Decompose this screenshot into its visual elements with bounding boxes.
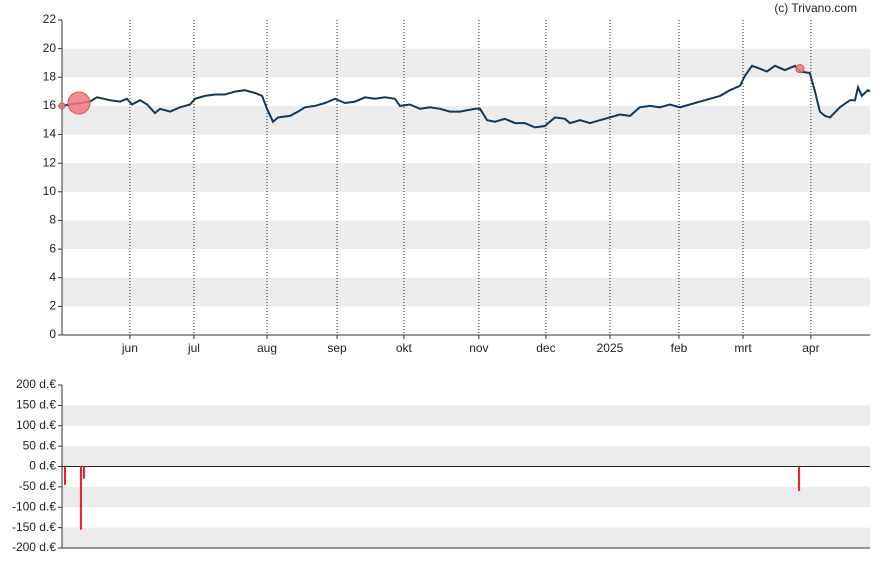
x-tick-label: jun [121, 341, 138, 355]
x-tick-label: okt [396, 341, 413, 355]
y-tick-label: 14 [43, 127, 57, 141]
trade-marker [795, 64, 805, 74]
y-tick-label: 8 [49, 213, 56, 227]
bar [798, 466, 801, 491]
bar [82, 466, 85, 479]
y-tick-label: 0 [49, 327, 56, 341]
bar [79, 466, 82, 530]
x-tick-label: mrt [734, 341, 752, 355]
grid-band [62, 277, 870, 307]
x-tick-label: apr [802, 341, 819, 355]
grid-band [62, 446, 870, 467]
trade-marker [67, 91, 91, 115]
y-tick-label: -50 d.€ [19, 479, 57, 493]
trade-marker [58, 102, 66, 110]
x-tick-label: nov [469, 341, 488, 355]
y-tick-label: 12 [43, 155, 57, 169]
price-line [61, 64, 871, 129]
x-tick-label: feb [671, 341, 688, 355]
y-tick-label: 150 d.€ [16, 398, 56, 412]
grid-band [62, 486, 870, 508]
y-tick-label: -150 d.€ [12, 520, 56, 534]
y-tick-label: 2 [49, 299, 56, 313]
bar [64, 466, 67, 485]
y-tick-label: 4 [49, 270, 56, 284]
y-tick-label: -100 d.€ [12, 499, 56, 513]
grid-band [62, 163, 870, 192]
y-tick-label: 10 [43, 184, 57, 198]
y-tick-label: 0 d.€ [29, 459, 56, 473]
y-tick-label: 20 [43, 41, 57, 55]
y-tick-label: 100 d.€ [16, 418, 56, 432]
x-tick-label: sep [327, 341, 347, 355]
y-tick-label: 50 d.€ [23, 438, 57, 452]
x-tick-label: 2025 [597, 341, 624, 355]
x-tick-label: jul [187, 341, 200, 355]
grid-band [62, 220, 870, 250]
grid-band [62, 527, 870, 548]
grid-band [62, 405, 870, 426]
x-tick-label: dec [536, 341, 555, 355]
grid-band [62, 48, 870, 78]
y-tick-label: 22 [43, 12, 57, 26]
y-tick-label: 6 [49, 241, 56, 255]
watermark: (c) Trivano.com [774, 1, 857, 15]
y-tick-label: -200 d.€ [12, 540, 56, 554]
y-tick-label: 16 [43, 98, 57, 112]
y-tick-label: 18 [43, 69, 57, 83]
x-tick-label: aug [257, 341, 277, 355]
y-tick-label: 200 d.€ [16, 377, 56, 391]
